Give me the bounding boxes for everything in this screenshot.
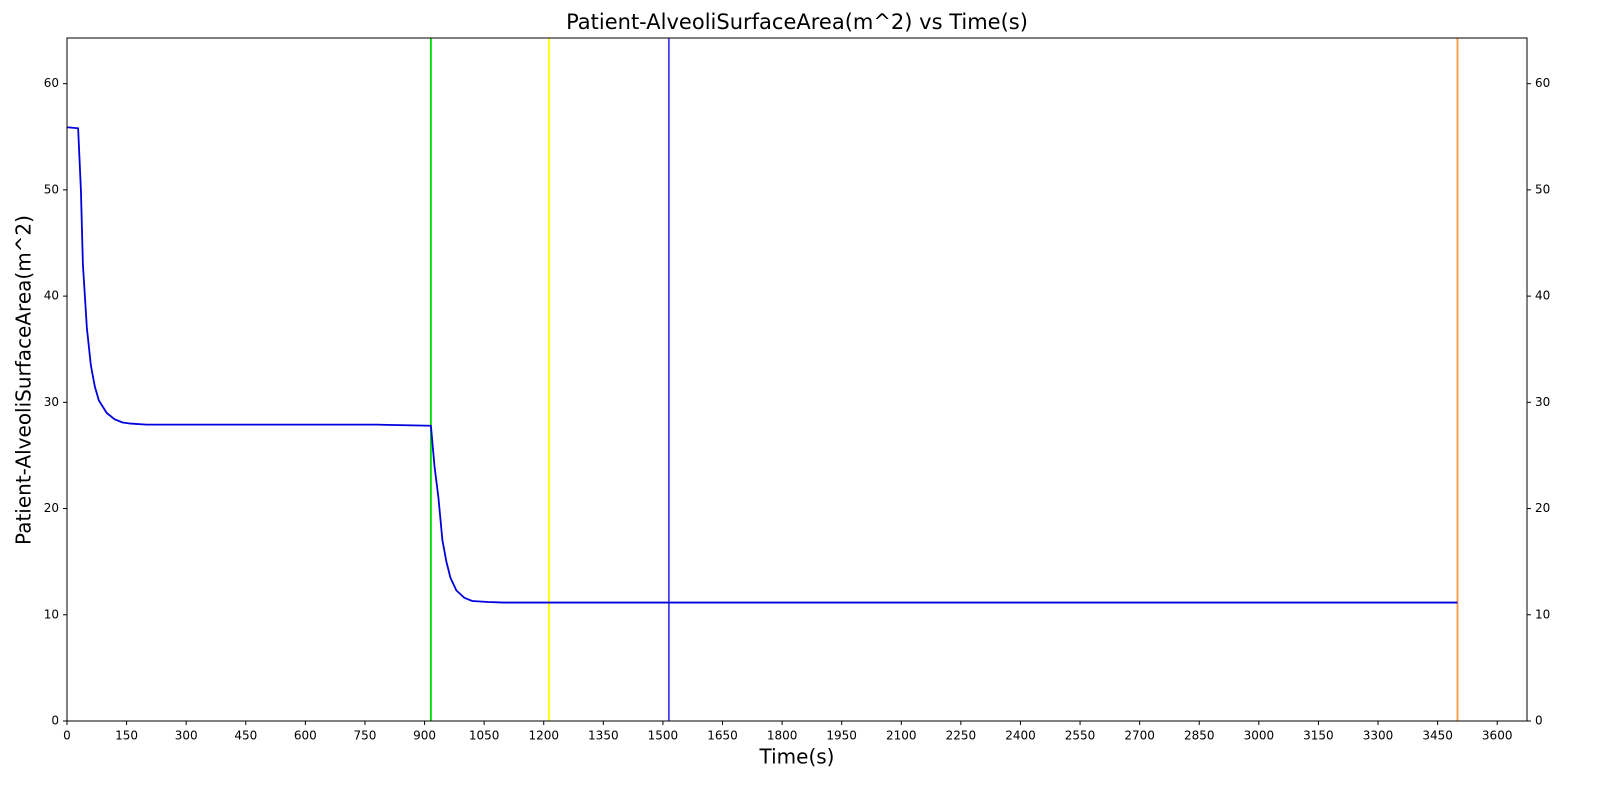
x-tick-label: 750: [354, 729, 377, 743]
x-tick-label: 2850: [1184, 729, 1215, 743]
x-tick-label: 2700: [1124, 729, 1155, 743]
x-tick-label: 3300: [1363, 729, 1394, 743]
y-tick-label: 30: [44, 395, 59, 409]
x-tick-label: 600: [294, 729, 317, 743]
x-tick-label: 1800: [767, 729, 798, 743]
y-tick-label: 60: [44, 76, 59, 90]
data-line: [66, 126, 1458, 604]
x-tick-label: 1050: [469, 729, 500, 743]
x-tick-label: 3000: [1244, 729, 1275, 743]
y-axis-label: Patient-AlveoliSurfaceArea(m^2): [12, 215, 36, 545]
x-tick-label: 1650: [707, 729, 738, 743]
x-tick-label: 2550: [1065, 729, 1096, 743]
x-tick-label: 2250: [946, 729, 977, 743]
y2-tick-label: 50: [1535, 182, 1550, 196]
y2-tick-label: 30: [1535, 395, 1550, 409]
y-tick-label: 40: [44, 289, 59, 303]
x-axis-label: Time(s): [759, 745, 835, 769]
x-tick-label: 1950: [826, 729, 857, 743]
x-tick-label: 2100: [886, 729, 917, 743]
chart-title: Patient-AlveoliSurfaceArea(m^2) vs Time(…: [566, 10, 1028, 34]
y-tick-label: 50: [44, 182, 59, 196]
x-tick-label: 0: [63, 729, 71, 743]
y-tick-label: 20: [44, 501, 59, 515]
x-tick-label: 3450: [1422, 729, 1453, 743]
y2-tick-label: 60: [1535, 76, 1550, 90]
x-tick-label: 1350: [588, 729, 619, 743]
plot-frame: [66, 37, 1528, 722]
x-tick-label: 900: [413, 729, 436, 743]
x-tick-label: 1200: [528, 729, 559, 743]
x-tick-label: 300: [175, 729, 198, 743]
x-tick-label: 3150: [1303, 729, 1334, 743]
y-tick-label: 0: [51, 714, 59, 728]
x-tick-label: 150: [115, 729, 138, 743]
x-tick-label: 1500: [648, 729, 679, 743]
y2-tick-label: 10: [1535, 607, 1550, 621]
y2-tick-label: 0: [1535, 714, 1543, 728]
x-tick-label: 2400: [1005, 729, 1036, 743]
y-tick-label: 10: [44, 607, 59, 621]
x-tick-label: 3600: [1482, 729, 1513, 743]
x-tick-label: 450: [234, 729, 257, 743]
y2-tick-label: 20: [1535, 501, 1550, 515]
y2-tick-label: 40: [1535, 289, 1550, 303]
